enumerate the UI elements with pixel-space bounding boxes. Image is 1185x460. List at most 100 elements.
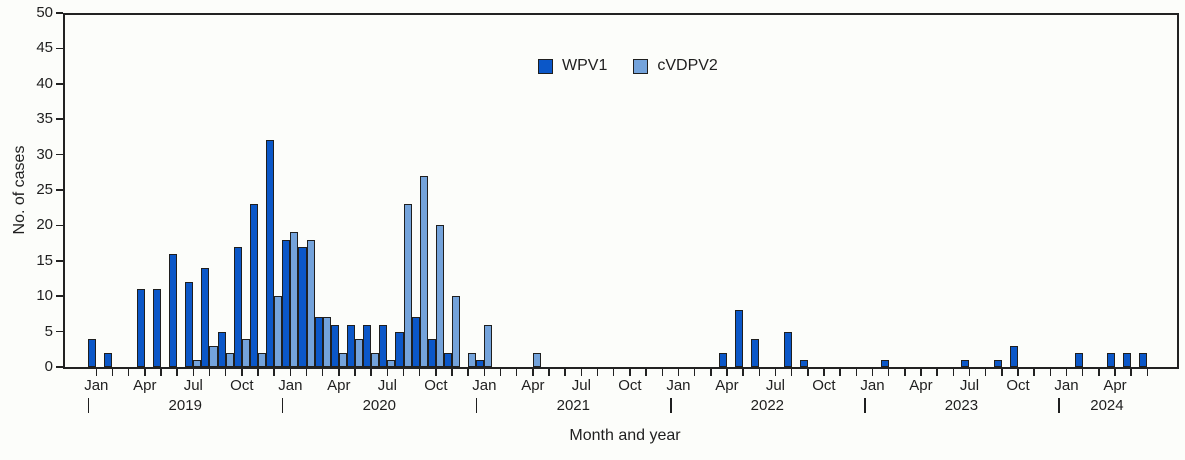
bar-wpv1-2021-Jan — [476, 360, 485, 367]
bar-cvdpv2-2020-Mar — [322, 317, 331, 367]
x-tick — [1049, 369, 1052, 376]
x-tick — [515, 369, 518, 376]
legend-label-wpv1: WPV1 — [562, 57, 608, 74]
bar-wpv1-2020-Aug — [395, 332, 404, 367]
x-tick — [596, 369, 599, 376]
bar-wpv1-2022-Jun — [751, 339, 760, 367]
y-tick — [56, 330, 63, 333]
x-tick — [160, 369, 162, 376]
y-tick — [56, 118, 63, 120]
x-tick — [580, 369, 583, 376]
x-tick-label-month: Oct — [812, 377, 836, 394]
year-label: 2019 — [168, 397, 202, 414]
x-tick-label-month: Jan — [472, 377, 497, 394]
year-start-marker — [863, 398, 866, 413]
x-tick — [1098, 369, 1100, 376]
bar-cvdpv2-2020-May — [355, 339, 364, 367]
x-tick — [483, 369, 486, 376]
bar-cvdpv2-2020-Sep — [419, 176, 428, 367]
plot-top-border — [63, 13, 1179, 15]
x-tick — [936, 369, 938, 376]
bar-wpv1-2019-Jul — [185, 282, 194, 367]
bar-cvdpv2-2019-Sep — [225, 353, 234, 367]
bar-wpv1-2019-Apr — [136, 289, 145, 367]
x-tick — [855, 369, 858, 376]
x-tick — [370, 369, 372, 376]
bar-cvdpv2-2019-Nov — [258, 353, 267, 367]
bar-wpv1-2019-Jun — [169, 254, 178, 367]
x-tick — [1033, 369, 1035, 376]
bar-wpv1-2022-Apr — [718, 353, 727, 367]
bar-wpv1-2020-Sep — [411, 317, 420, 367]
x-tick — [224, 369, 227, 376]
x-tick — [968, 369, 971, 376]
x-tick — [645, 369, 647, 376]
x-tick — [564, 369, 566, 376]
x-tick — [1146, 369, 1149, 376]
x-tick — [548, 369, 550, 376]
plot-right-border — [1177, 13, 1179, 369]
x-tick-label-month: Oct — [424, 377, 448, 394]
x-tick — [257, 369, 259, 376]
x-tick-label-month: Apr — [133, 377, 157, 394]
x-tick — [1081, 369, 1084, 376]
y-tick-label: 20 — [36, 216, 53, 234]
y-tick-label: 30 — [36, 145, 53, 163]
x-tick-label-month: Apr — [521, 377, 545, 394]
x-tick — [1114, 369, 1116, 376]
x-tick-label-month: Jan — [666, 377, 691, 394]
x-tick — [758, 369, 761, 376]
x-tick — [774, 369, 777, 376]
bar-wpv1-2019-Jan — [88, 339, 97, 367]
x-tick-label-month: Jul — [183, 377, 203, 394]
year-label: 2022 — [750, 397, 785, 414]
y-tick-label: 50 — [36, 4, 53, 21]
year-label: 2021 — [556, 397, 590, 414]
bar-cvdpv2-2019-Oct — [241, 339, 250, 367]
x-tick-label-month: Oct — [1006, 377, 1030, 394]
x-tick — [984, 369, 987, 376]
bar-wpv1-2020-Nov — [443, 353, 453, 367]
x-tick — [920, 369, 922, 376]
year-start-marker — [475, 398, 478, 413]
year-start-marker — [669, 398, 672, 413]
x-tick — [677, 369, 680, 376]
y-tick — [56, 366, 63, 368]
x-tick — [823, 369, 825, 376]
y-tick — [56, 47, 63, 50]
x-tick — [807, 369, 809, 376]
bar-cvdpv2-2020-Jun — [371, 353, 380, 367]
x-axis-title: Month and year — [569, 427, 681, 444]
bar-wpv1-2024-Apr — [1106, 353, 1115, 367]
x-tick — [790, 369, 793, 376]
y-tick-label: 5 — [44, 322, 53, 340]
bar-wpv1-2020-Feb — [298, 247, 307, 367]
year-start-marker — [281, 398, 284, 413]
y-tick-label: 25 — [36, 181, 53, 198]
x-tick — [192, 369, 195, 376]
legend-label-cvdpv2: cVDPV2 — [657, 57, 718, 74]
legend-item-cvdpv2: cVDPV2 — [633, 57, 718, 74]
x-tick-label-month: Jul — [377, 377, 397, 394]
x-tick — [839, 369, 841, 376]
x-tick — [467, 369, 469, 376]
bar-wpv1-2020-Jul — [379, 325, 388, 367]
x-tick — [887, 369, 890, 376]
x-tick — [1017, 369, 1019, 376]
x-tick — [354, 369, 356, 376]
x-tick-label-month: Jan — [278, 377, 303, 394]
bar-wpv1-2023-Jul — [961, 360, 970, 367]
bar-cvdpv2-2020-Apr — [338, 353, 347, 367]
x-tick — [111, 369, 114, 376]
x-tick — [435, 369, 437, 376]
bar-cvdpv2-2020-Feb — [306, 240, 315, 367]
year-start-marker — [1058, 398, 1060, 413]
bar-cvdpv2-2019-Dec — [274, 296, 283, 367]
x-tick-label-month: Jul — [765, 377, 786, 394]
y-tick — [56, 12, 63, 14]
x-tick — [451, 369, 453, 376]
bar-wpv1-2020-May — [346, 325, 355, 367]
bar-wpv1-2022-May — [735, 310, 744, 367]
y-tick — [56, 224, 63, 227]
